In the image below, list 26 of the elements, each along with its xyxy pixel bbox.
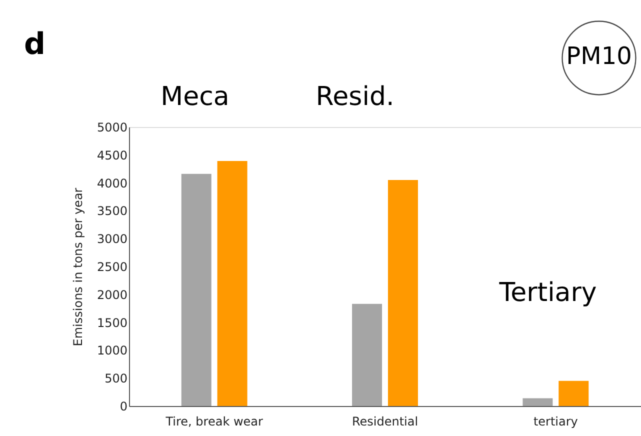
y-tick-label: 2500	[96, 260, 128, 274]
bar	[558, 380, 589, 406]
bar	[217, 161, 248, 406]
y-tick-label: 1000	[96, 344, 128, 358]
text: Meca	[160, 82, 230, 112]
text: Resid.	[316, 82, 394, 112]
y-axis-title: Emissions in tons per year	[70, 188, 85, 346]
y-tick-label: 4000	[96, 176, 128, 190]
x-tick-label: tertiary	[533, 414, 578, 428]
y-tick-label: 500	[104, 372, 128, 386]
y-tick-label: 3500	[96, 204, 128, 218]
y-tick-label: 1500	[96, 316, 128, 330]
y-tick-label: 5000	[96, 120, 128, 134]
y-tick-label: 4500	[96, 148, 128, 162]
bar	[352, 304, 382, 406]
y-tick-label: 0	[120, 400, 128, 414]
y-tick-label: 3000	[96, 232, 128, 246]
y-tick-label: 2000	[96, 288, 128, 302]
bar	[522, 398, 553, 406]
chart-title: d	[24, 27, 46, 62]
text: PM10	[566, 42, 632, 70]
bar	[388, 180, 418, 406]
x-tick-label: Tire, break wear	[164, 414, 264, 428]
bar	[181, 174, 212, 406]
x-tick-label: Residential	[352, 414, 418, 428]
annotation: Tertiary	[498, 278, 597, 308]
